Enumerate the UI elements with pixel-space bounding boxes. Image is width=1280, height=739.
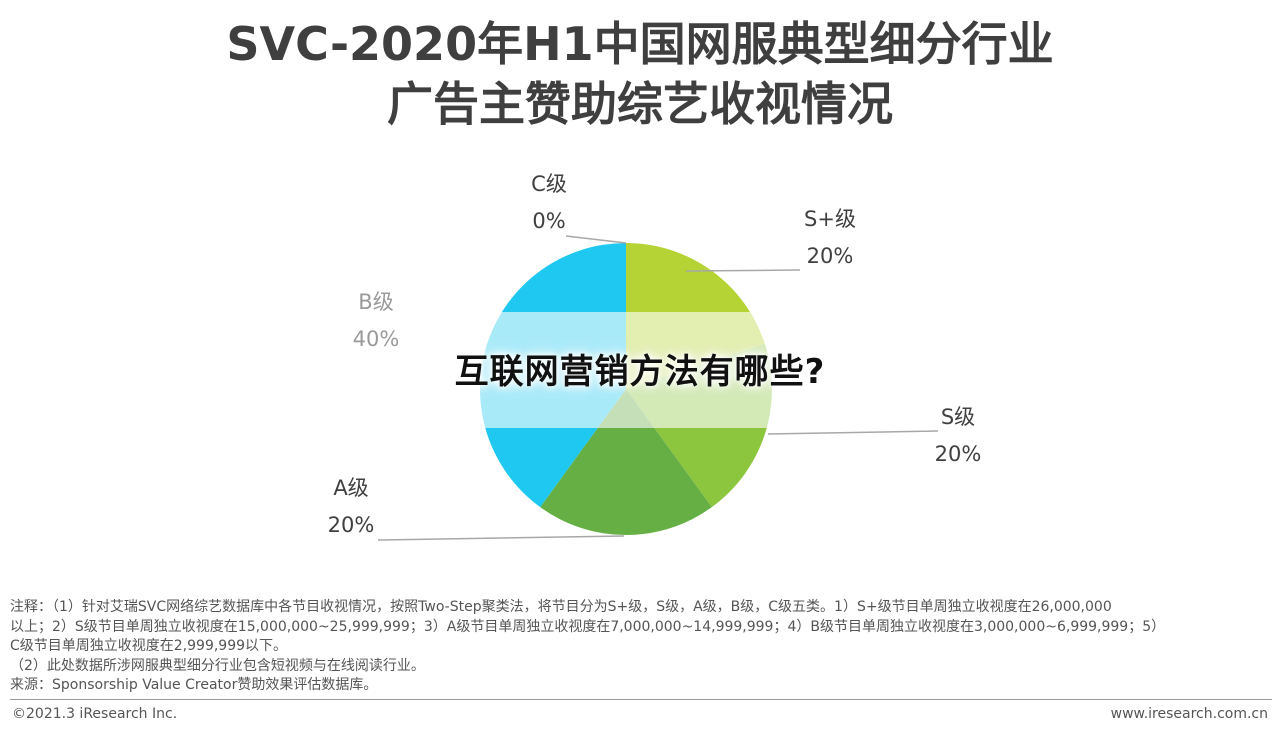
overlay-band (480, 312, 772, 428)
source-note: 来源：Sponsorship Value Creator赞助效果评估数据库。 (10, 677, 378, 693)
slice-value-label: 20% (328, 513, 375, 537)
chart-subtitle: 广告主赞助综艺收视情况 (387, 77, 893, 131)
leader-line (565, 235, 627, 244)
slice-name-label: C级 (531, 172, 567, 196)
leader-line (377, 535, 625, 541)
slice-name-label: A级 (333, 476, 368, 500)
slice-name-label: S级 (941, 405, 975, 429)
slice-name-label: B级 (358, 290, 393, 314)
chart-title: SVC-2020年H1中国网服典型细分行业 (226, 17, 1054, 71)
leader-line (685, 269, 801, 272)
footer-divider (10, 699, 1272, 700)
slice-value-label: 20% (807, 244, 854, 268)
slice-value-label: 20% (935, 442, 982, 466)
note-line: C级节目单周独立收视度在2,999,999以下。 (10, 638, 288, 654)
chart-notes: 注释：（1）针对艾瑞SVC网络综艺数据库中各节目收视情况，按照Two-Step聚… (10, 598, 1272, 696)
note-line: 以上；2）S级节目单周独立收视度在15,000,000~25,999,999；3… (10, 618, 1166, 635)
pie-slice (540, 389, 712, 535)
slice-value-label: 40% (353, 327, 400, 351)
footer-website: www.iresearch.com.cn (1110, 706, 1268, 722)
footer-copyright: ©2021.3 iResearch Inc. (12, 706, 178, 722)
leader-line (767, 430, 939, 435)
slice-value-label: 0% (532, 209, 565, 233)
note-line: 注释：（1）针对艾瑞SVC网络综艺数据库中各节目收视情况，按照Two-Step聚… (10, 599, 1112, 615)
note-line: （2）此处数据所涉网服典型细分行业包含短视频与在线阅读行业。 (10, 657, 425, 674)
slice-name-label: S+级 (804, 207, 856, 231)
overlay-headline: 互联网营销方法有哪些? (454, 352, 826, 392)
pie-chart: S+级 20% S级 20% A级 20% B级 40% C级 0% (328, 172, 982, 541)
